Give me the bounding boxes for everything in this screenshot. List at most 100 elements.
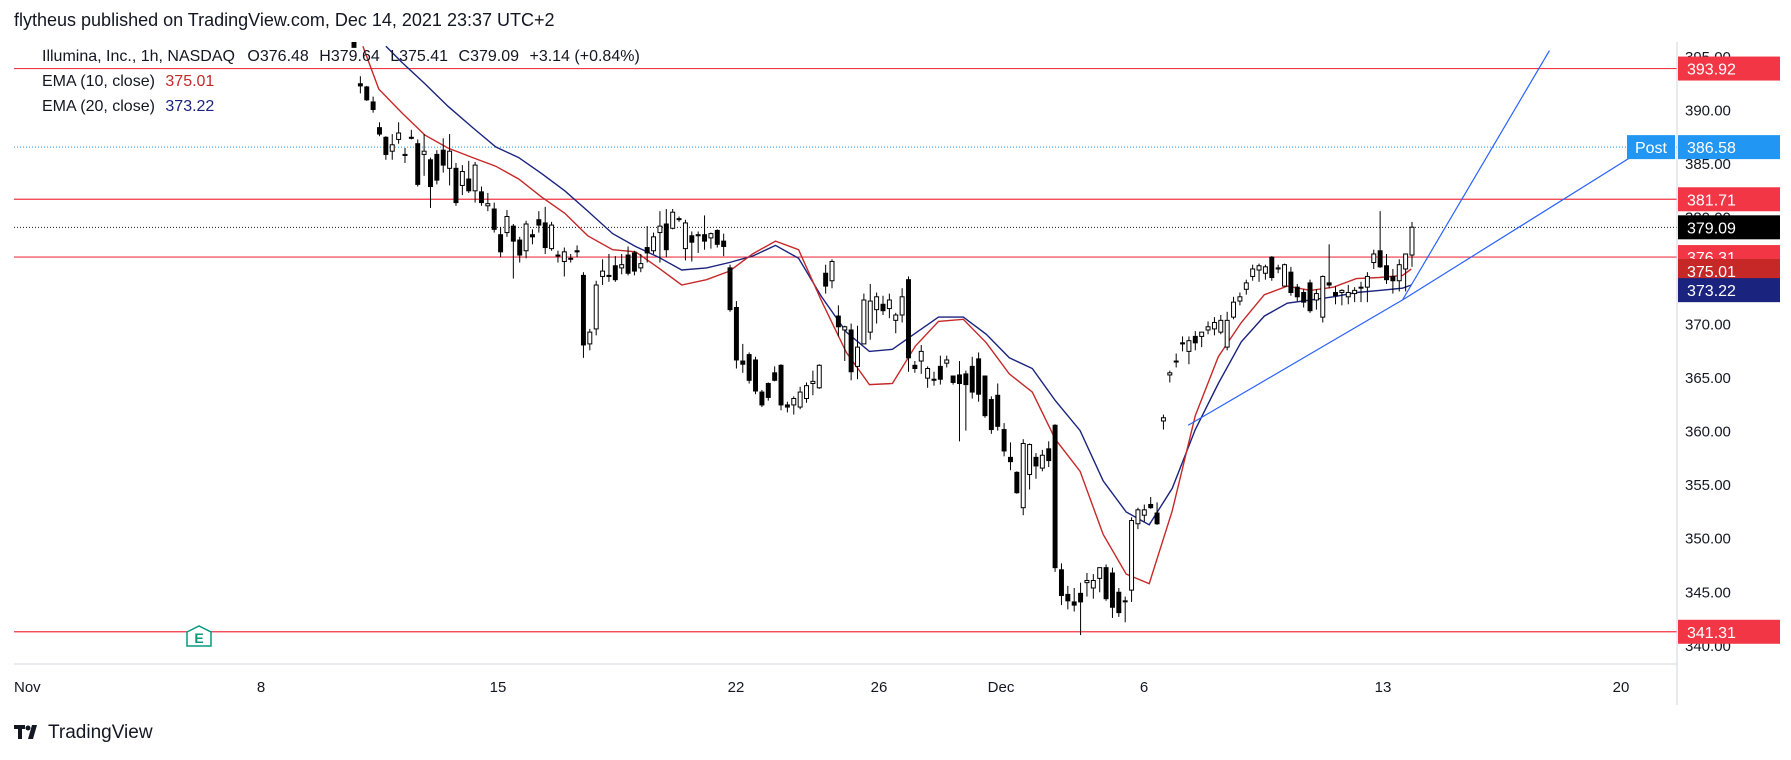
- candle-body[interactable]: [434, 153, 440, 181]
- candle-body[interactable]: [504, 216, 510, 234]
- candle-body[interactable]: [1122, 600, 1128, 603]
- candle-body[interactable]: [625, 254, 631, 274]
- candle-body[interactable]: [829, 260, 835, 282]
- candle-body[interactable]: [721, 240, 727, 247]
- candle-body[interactable]: [1173, 360, 1179, 363]
- candle-body[interactable]: [1288, 271, 1294, 294]
- candle-body[interactable]: [702, 234, 708, 242]
- candle-body[interactable]: [797, 391, 803, 408]
- candle-body[interactable]: [1192, 335, 1198, 344]
- candle-body[interactable]: [1020, 442, 1026, 509]
- candle-body[interactable]: [880, 303, 886, 312]
- candle-body[interactable]: [835, 315, 841, 328]
- candle-body[interactable]: [670, 211, 676, 229]
- candle-body[interactable]: [357, 83, 363, 87]
- candle-body[interactable]: [759, 391, 765, 406]
- candle-body[interactable]: [1160, 417, 1166, 422]
- candle-body[interactable]: [1403, 253, 1409, 270]
- candle-body[interactable]: [861, 299, 867, 345]
- candle-body[interactable]: [1141, 509, 1147, 516]
- trendline[interactable]: [1187, 299, 1403, 426]
- candle-body[interactable]: [1320, 275, 1326, 318]
- candle-body[interactable]: [714, 229, 720, 245]
- candle-body[interactable]: [408, 136, 414, 139]
- candle-body[interactable]: [466, 178, 472, 192]
- candle-body[interactable]: [638, 263, 644, 269]
- candle-body[interactable]: [619, 264, 625, 269]
- candle-body[interactable]: [421, 150, 427, 155]
- candle-body[interactable]: [1301, 292, 1307, 303]
- candle-body[interactable]: [1129, 520, 1135, 591]
- candle-body[interactable]: [542, 222, 548, 249]
- candle-body[interactable]: [1109, 572, 1115, 608]
- candle-body[interactable]: [1046, 448, 1052, 462]
- candle-body[interactable]: [867, 300, 873, 333]
- candle-body[interactable]: [976, 358, 982, 395]
- candle-body[interactable]: [1275, 267, 1281, 270]
- candle-body[interactable]: [536, 219, 542, 226]
- candle-body[interactable]: [823, 272, 829, 287]
- candle-body[interactable]: [1058, 569, 1064, 596]
- candle-body[interactable]: [874, 296, 880, 311]
- candle-body[interactable]: [1333, 292, 1338, 297]
- candle-body[interactable]: [912, 364, 918, 370]
- candle-body[interactable]: [580, 274, 586, 346]
- candle-body[interactable]: [1345, 292, 1351, 298]
- candle-body[interactable]: [682, 222, 688, 250]
- candle-body[interactable]: [886, 299, 892, 310]
- candle-body[interactable]: [1384, 265, 1389, 281]
- candle-body[interactable]: [1039, 454, 1045, 469]
- candle-body[interactable]: [1065, 593, 1071, 602]
- candle-body[interactable]: [1078, 592, 1084, 603]
- trendline[interactable]: [1402, 146, 1648, 301]
- candle-body[interactable]: [810, 380, 816, 385]
- candle-body[interactable]: [944, 359, 950, 364]
- candle-body[interactable]: [472, 164, 478, 192]
- candle-body[interactable]: [1243, 282, 1249, 290]
- candle-body[interactable]: [969, 365, 975, 393]
- ema10-legend[interactable]: EMA (10, close) 375.01: [42, 73, 214, 91]
- candle-body[interactable]: [1007, 456, 1013, 463]
- chart-panel[interactable]: 340.00 345.00 350.00 355.00 360.00 365.00 370.…: [14, 33, 1785, 705]
- candle-body[interactable]: [1218, 319, 1224, 333]
- earnings-event-icon[interactable]: [186, 625, 212, 647]
- candle-body[interactable]: [1052, 424, 1058, 569]
- candle-body[interactable]: [415, 143, 421, 185]
- candle-body[interactable]: [1390, 275, 1396, 282]
- candle-body[interactable]: [517, 239, 523, 256]
- candle-body[interactable]: [842, 326, 848, 331]
- candle-body[interactable]: [804, 385, 809, 399]
- candle-body[interactable]: [1237, 296, 1243, 302]
- candle-body[interactable]: [1269, 256, 1275, 279]
- candle-body[interactable]: [906, 279, 911, 359]
- candle-body[interactable]: [784, 404, 790, 408]
- candle-body[interactable]: [848, 329, 854, 373]
- candle-body[interactable]: [523, 223, 529, 252]
- candle-body[interactable]: [893, 314, 899, 321]
- symbol-legend[interactable]: Illumina, Inc., 1h, NASDAQ O376.48 H379.…: [42, 48, 640, 66]
- candle-body[interactable]: [491, 208, 497, 230]
- candle-body[interactable]: [957, 374, 962, 385]
- candle-body[interactable]: [1014, 471, 1020, 494]
- candle-body[interactable]: [740, 360, 746, 365]
- candle-body[interactable]: [1084, 579, 1090, 584]
- candle-body[interactable]: [657, 225, 663, 234]
- candle-body[interactable]: [1250, 268, 1256, 277]
- candle-body[interactable]: [561, 251, 567, 262]
- candle-body[interactable]: [447, 150, 453, 169]
- candle-body[interactable]: [587, 331, 593, 345]
- candle-body[interactable]: [1211, 321, 1217, 330]
- candle-body[interactable]: [568, 257, 574, 260]
- candle-body[interactable]: [574, 250, 580, 253]
- candle-body[interactable]: [791, 397, 797, 406]
- candle-body[interactable]: [1231, 301, 1237, 318]
- candle-body[interactable]: [351, 40, 357, 48]
- candle-body[interactable]: [440, 149, 446, 166]
- candle-body[interactable]: [1377, 250, 1383, 268]
- candle-body[interactable]: [389, 144, 395, 152]
- candle-body[interactable]: [733, 307, 739, 361]
- candle-body[interactable]: [1027, 444, 1033, 476]
- candle-body[interactable]: [396, 132, 402, 140]
- trendline[interactable]: [1401, 50, 1550, 301]
- candle-body[interactable]: [746, 354, 752, 381]
